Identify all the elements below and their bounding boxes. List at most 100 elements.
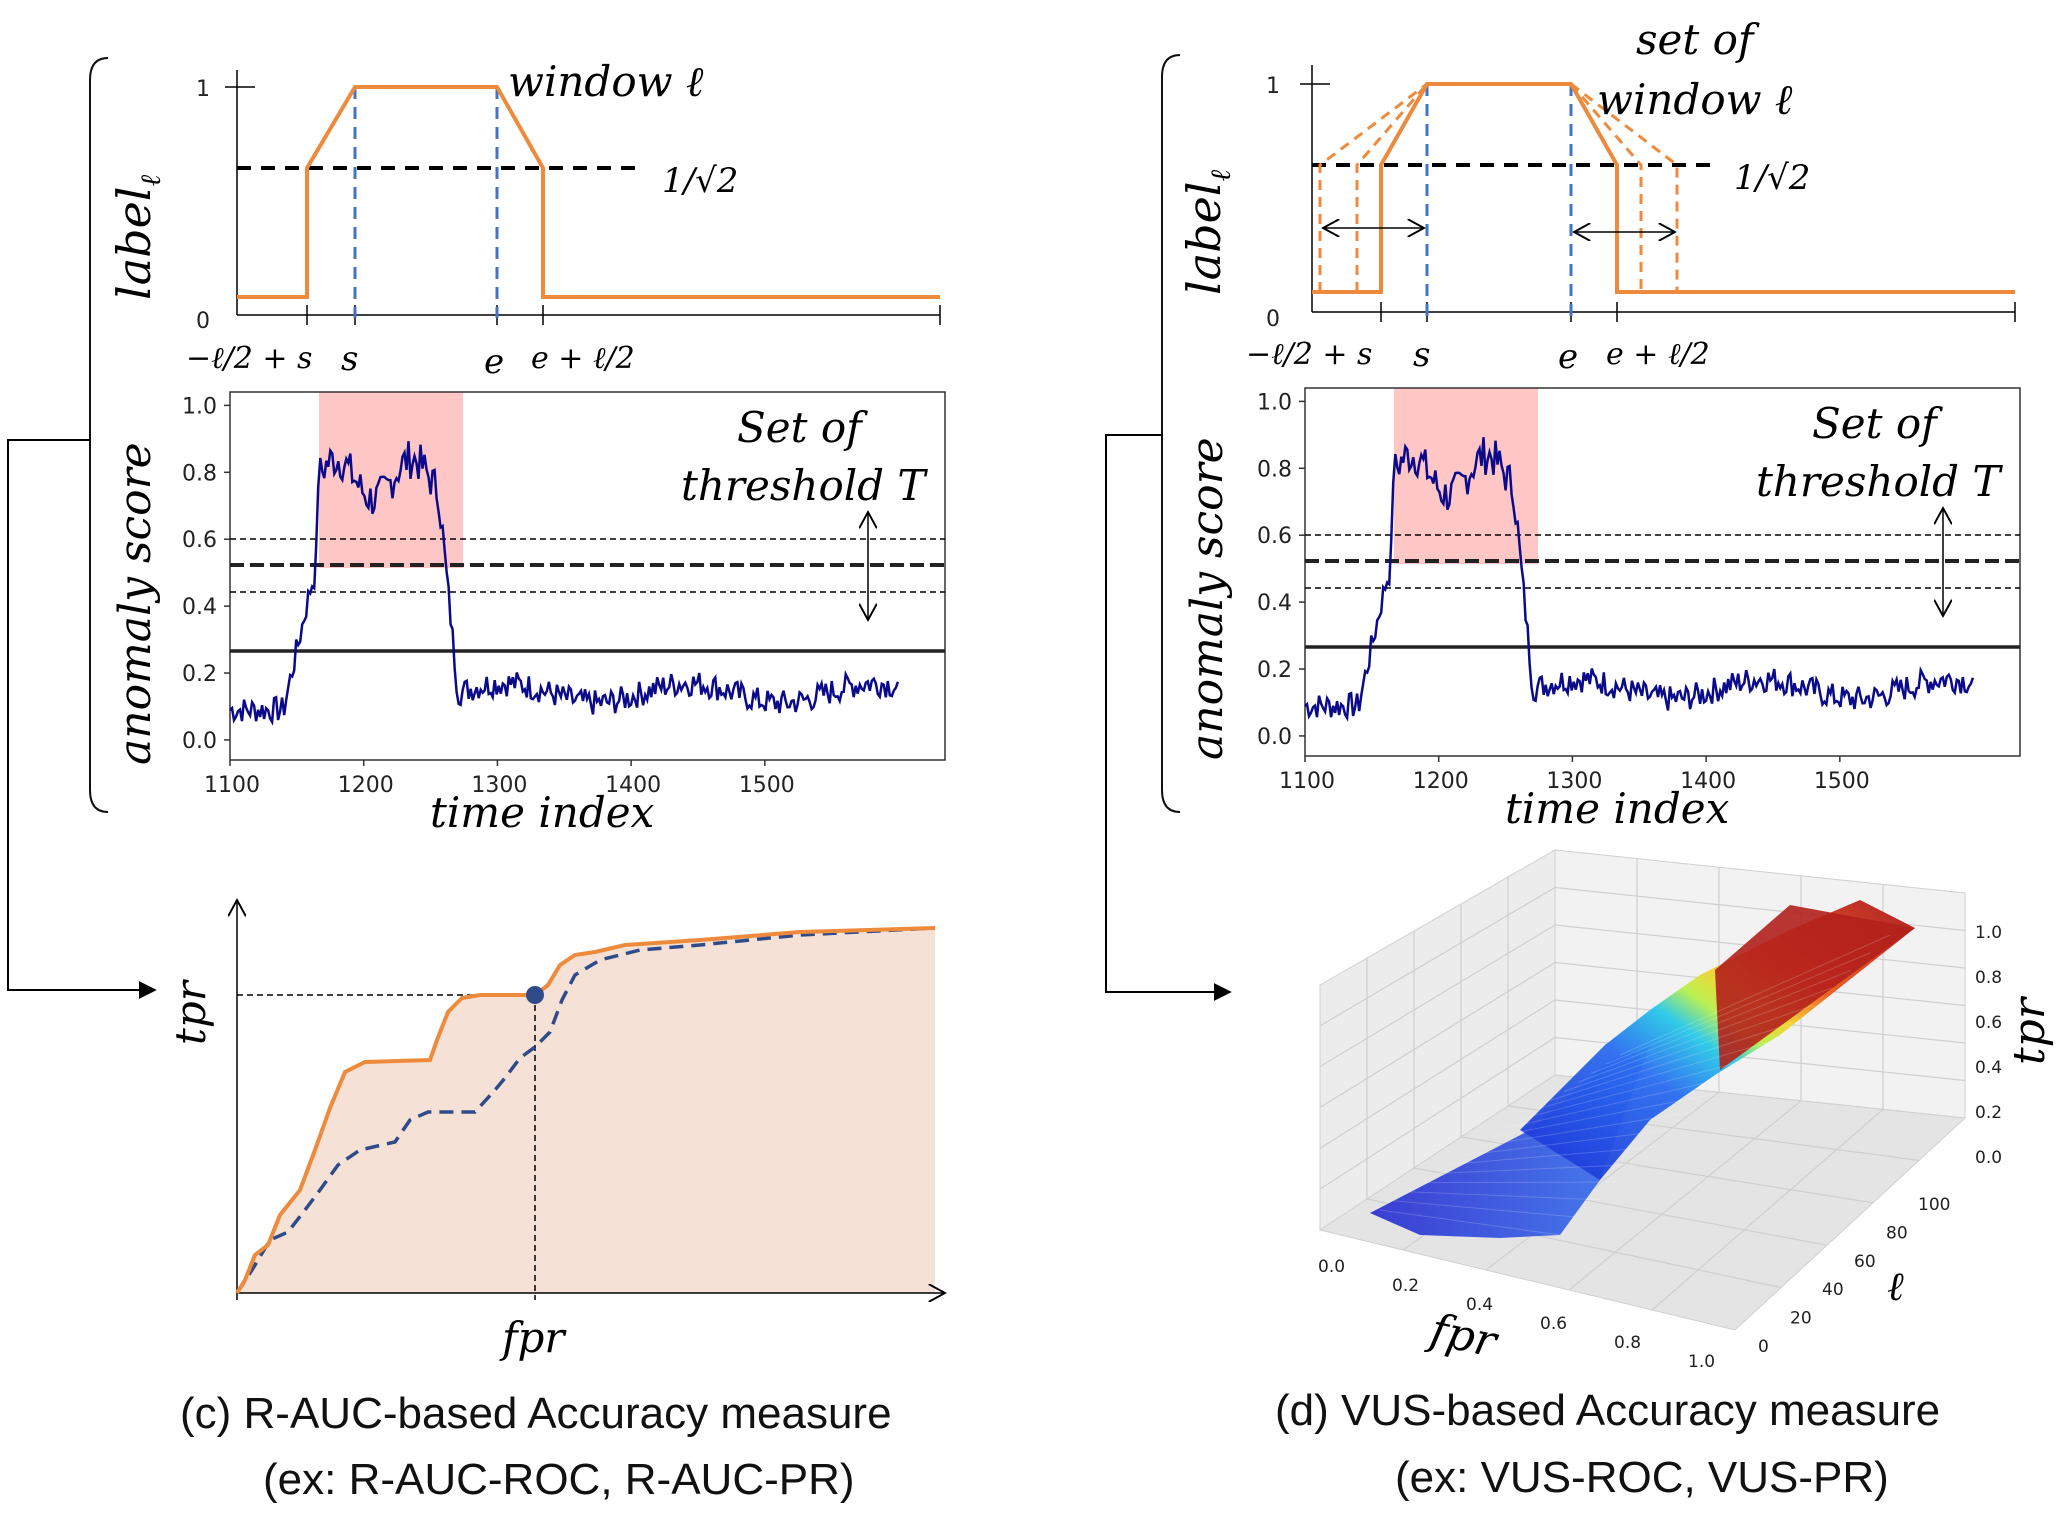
tpr-tick-label: 0.2 bbox=[1975, 1103, 2002, 1123]
fpr-tick-label: 0.0 bbox=[1318, 1257, 1345, 1277]
grid-line bbox=[1319, 924, 1556, 1068]
label-x-tick-label-b: s bbox=[341, 339, 358, 379]
tpr-tick-label: 0.6 bbox=[1975, 1013, 2002, 1033]
surface-z-axis-title: tpr bbox=[2004, 995, 2055, 1065]
panel-d: labelℓ 1 0 1/√2 set of window ℓ bbox=[1105, 15, 2055, 1502]
score-x-tick-label: 1100 bbox=[1279, 769, 1335, 794]
surface-plot: 0.0 0.2 0.4 0.6 0.8 1.0 0.0 0.2 0.4 0.6 0.8 1.0 0 20 4… bbox=[1318, 849, 2055, 1372]
mesh-line bbox=[1436, 1163, 1638, 1175]
surface-top-plateau bbox=[1715, 905, 1915, 1070]
tpr-tick-label: 1.0 bbox=[1975, 923, 2002, 943]
caption-d-line2: (ex: VUS-ROC, VUS-PR) bbox=[1395, 1453, 1889, 1502]
panel-c: labelℓ 1 0 1/√2 window ℓ −ℓ/2 + s s bbox=[7, 57, 946, 1504]
label-y-tick-label-1-d: 1 bbox=[1266, 74, 1280, 99]
mesh-line bbox=[1563, 1005, 1813, 1092]
score-series bbox=[229, 441, 900, 726]
score-y-axis-title: anomaly score bbox=[110, 442, 161, 765]
mesh-line bbox=[1394, 1200, 1580, 1218]
mesh-line bbox=[1605, 952, 1871, 1065]
caption-c-line2: (ex: R-AUC-ROC, R-AUC-PR) bbox=[263, 1455, 855, 1504]
score-x-tick-label: 1500 bbox=[1814, 769, 1870, 794]
caption-d-line1: (d) VUS-based Accuracy measure bbox=[1275, 1386, 1940, 1435]
label-plot-d: labelℓ 1 0 1/√2 set of window ℓ bbox=[1177, 15, 2016, 377]
score-y-tick-label: 0.4 bbox=[1257, 591, 1292, 616]
fpr-tick-label: 0.8 bbox=[1614, 1333, 1641, 1353]
mesh-line bbox=[1450, 1146, 1658, 1165]
label-annotation-line1-d: set of bbox=[1636, 15, 1760, 64]
roc-operating-point bbox=[526, 986, 544, 1004]
mesh-line bbox=[1591, 969, 1852, 1074]
label-x-tick-label-a: −ℓ/2 + s bbox=[186, 341, 312, 376]
mesh-line bbox=[1379, 1209, 1561, 1236]
flow-connector bbox=[7, 439, 157, 999]
score-y-tick-label: 0.8 bbox=[1257, 457, 1292, 482]
score-plot-d: anomaly score 0.0 0.2 0.4 0.6 0.8 1.0 1100 1200… bbox=[1182, 387, 2021, 833]
score-x-tick-label: 1200 bbox=[1413, 769, 1469, 794]
roc-solid-curve bbox=[235, 926, 936, 1295]
score-y-tick-label: 0.0 bbox=[182, 729, 217, 754]
grid-line bbox=[1319, 999, 1556, 1149]
score-y-tick-label: 1.0 bbox=[182, 394, 217, 419]
l-tick-label: 40 bbox=[1822, 1280, 1844, 1300]
label-y-tick-label-1: 1 bbox=[196, 77, 210, 102]
mesh-line bbox=[1577, 987, 1832, 1083]
grid-line bbox=[1319, 961, 1556, 1109]
score-annotation-line2: threshold T bbox=[681, 461, 928, 510]
l-tick-label: 100 bbox=[1918, 1195, 1950, 1215]
mesh-line bbox=[1478, 1110, 1696, 1147]
mesh-line bbox=[1535, 1040, 1774, 1111]
label-x-tick-label-b-d: s bbox=[1413, 335, 1430, 375]
fpr-tick-label: 0.6 bbox=[1540, 1314, 1567, 1334]
label-plot: labelℓ 1 0 1/√2 window ℓ −ℓ/2 + s s bbox=[107, 57, 941, 382]
grid-line bbox=[1568, 1100, 1802, 1291]
score-plot: anomaly score 0.0 0.2 0.4 0.6 0.8 1.0 1100 1200… bbox=[110, 391, 946, 837]
pane-floor bbox=[1318, 1074, 1967, 1331]
label-y-tick-label-0-d: 0 bbox=[1266, 307, 1280, 332]
grid-line bbox=[1319, 886, 1556, 1027]
score-x-axis-title-d: time index bbox=[1505, 784, 1730, 833]
left-brace-d bbox=[1161, 54, 1181, 813]
label-annotation-line2-d: window ℓ bbox=[1597, 75, 1793, 124]
mesh-line bbox=[1619, 934, 1891, 1056]
score-series-d bbox=[1304, 437, 1975, 722]
score-y-tick-label: 1.0 bbox=[1257, 390, 1292, 415]
score-x-tick-label: 1400 bbox=[1680, 769, 1736, 794]
score-ticks-d: 0.0 0.2 0.4 0.6 0.8 1.0 1100 1200 1300 1400 1500 bbox=[1257, 390, 1870, 794]
tpr-tick-label: 0.4 bbox=[1975, 1058, 2002, 1078]
mesh-line bbox=[1549, 1022, 1794, 1102]
score-x-tick-label: 1300 bbox=[471, 773, 527, 798]
score-frame bbox=[229, 391, 946, 761]
mesh-line bbox=[1492, 1093, 1716, 1138]
label-y-tick-label-0: 0 bbox=[196, 309, 210, 334]
label-y-axis-title-d: labelℓ bbox=[1177, 169, 1237, 295]
score-x-tick-label: 1500 bbox=[739, 773, 795, 798]
grid-line bbox=[1485, 1091, 1720, 1271]
label-x-tick-label-d: e + ℓ/2 bbox=[531, 341, 635, 376]
roc-area bbox=[237, 928, 935, 1293]
roc-plot: tpr fpr bbox=[166, 900, 945, 1362]
mesh-line bbox=[1464, 1128, 1677, 1156]
score-y-tick-label: 0.6 bbox=[1257, 524, 1292, 549]
score-y-tick-label: 0.8 bbox=[182, 461, 217, 486]
alt-window-3 bbox=[1569, 83, 1643, 292]
score-ticks: 0.0 0.2 0.4 0.6 0.8 1.0 1100 1200 1300 1400 1500 bbox=[182, 394, 795, 798]
flow-connector-d bbox=[1105, 434, 1232, 1001]
mesh-line bbox=[1521, 1058, 1755, 1120]
label-x-tick-label-c: e bbox=[484, 342, 504, 382]
surface-y-axis-title: ℓ bbox=[1887, 1264, 1904, 1310]
tpr-tick-label: 0.8 bbox=[1975, 968, 2002, 988]
tpr-tick-label: 0.0 bbox=[1975, 1148, 2002, 1168]
grid-line bbox=[1319, 1036, 1556, 1190]
l-tick-label: 80 bbox=[1886, 1223, 1908, 1243]
score-annotation-line1: Set of bbox=[737, 403, 868, 452]
score-x-tick-label: 1400 bbox=[605, 773, 661, 798]
label-curve-d bbox=[1312, 82, 2015, 294]
score-annotation-line1-d: Set of bbox=[1812, 399, 1943, 448]
caption-c-line1: (c) R-AUC-based Accuracy measure bbox=[180, 1389, 892, 1438]
label-curve bbox=[237, 85, 940, 299]
score-y-axis-title-d: anomaly score bbox=[1182, 437, 1233, 760]
roc-y-axis-title: tpr bbox=[166, 978, 215, 1045]
mesh-line bbox=[1506, 1075, 1735, 1129]
score-x-tick-label: 1100 bbox=[204, 773, 260, 798]
l-tick-label: 20 bbox=[1790, 1309, 1812, 1329]
